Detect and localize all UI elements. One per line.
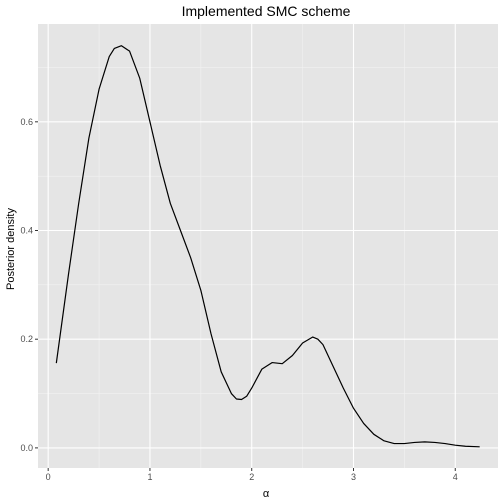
x-tick-label: 3 [351, 472, 356, 482]
plot-panel [38, 24, 498, 468]
x-tick-label: 0 [46, 472, 51, 482]
x-tick-label: 2 [249, 472, 254, 482]
x-tick-label: 1 [147, 472, 152, 482]
y-tick-label: 0.4 [20, 226, 33, 236]
chart-title: Implemented SMC scheme [182, 3, 351, 19]
x-tick-label: 4 [453, 472, 458, 482]
y-tick-label: 0.6 [20, 117, 33, 127]
density-line [55, 45, 480, 448]
panel-background [38, 24, 498, 468]
y-axis-title: Posterior density [5, 208, 17, 290]
y-tick-label: 0.2 [20, 334, 33, 344]
y-axis: 0.0 0.2 0.4 0.6 [20, 117, 38, 453]
x-axis: 0 1 2 3 4 [46, 468, 458, 482]
x-axis-title: α [263, 488, 270, 500]
y-tick-label: 0.0 [20, 443, 33, 453]
